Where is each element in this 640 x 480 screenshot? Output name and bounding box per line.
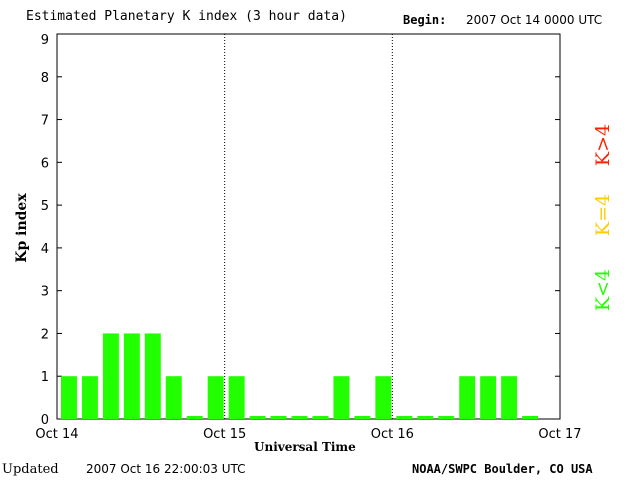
y-tick-label: 1 <box>41 370 49 385</box>
kp-bar <box>333 376 350 419</box>
x-axis-label: Universal Time <box>254 440 356 454</box>
updated-value: 2007 Oct 16 22:00:03 UTC <box>86 462 246 476</box>
kp-bar <box>249 416 266 419</box>
kp-bar <box>81 376 98 419</box>
kp-bar <box>522 416 539 419</box>
updated-label: Updated <box>2 462 59 477</box>
kp-bar <box>144 333 161 419</box>
kp-bar <box>459 376 476 419</box>
chart-title: Estimated Planetary K index (3 hour data… <box>26 9 347 24</box>
x-tick-label: Oct 16 <box>371 427 414 442</box>
begin-label: Begin: <box>403 13 447 27</box>
kp-bar <box>438 416 455 419</box>
y-tick-label: 9 <box>41 33 49 48</box>
credit-text: NOAA/SWPC Boulder, CO USA <box>412 462 593 476</box>
y-tick-label: 4 <box>41 242 49 257</box>
y-tick-label: 7 <box>41 114 49 129</box>
kp-bar <box>480 376 497 419</box>
kp-bar <box>312 416 329 419</box>
legend-k-greater-than-4: K>4 <box>592 123 614 167</box>
kp-bar <box>186 416 203 419</box>
kp-bar <box>291 416 308 419</box>
kp-bar <box>417 416 434 419</box>
plot-area: 0 1 2 3 4 5 6 7 8 9 Oct 14 Oct 15 Oct 16 Oct 17 <box>35 33 581 442</box>
kp-bar <box>270 416 287 419</box>
y-tick-label: 0 <box>41 413 49 428</box>
y-tick-label: 2 <box>41 327 49 342</box>
kp-bar <box>165 376 182 419</box>
kp-bar <box>102 333 119 419</box>
kp-bar <box>123 333 140 419</box>
kp-bar <box>501 376 518 419</box>
kp-bar <box>228 376 245 419</box>
y-tick-label: 3 <box>41 285 49 300</box>
begin-value: 2007 Oct 14 0000 UTC <box>466 13 603 27</box>
kp-bar <box>375 376 392 419</box>
kp-bar <box>396 416 413 419</box>
legend-k-equals-4: K=4 <box>592 193 614 237</box>
x-tick-label: Oct 15 <box>203 427 246 442</box>
y-tick-label: 6 <box>41 156 49 171</box>
kp-bar <box>207 376 224 419</box>
plot-frame <box>56 33 561 420</box>
y-tick-label: 5 <box>41 199 49 214</box>
y-tick-label: 8 <box>41 71 49 86</box>
legend-k-less-than-4: K<4 <box>592 268 614 312</box>
x-tick-label: Oct 14 <box>35 427 78 442</box>
kp-bar <box>354 416 371 419</box>
x-tick-label: Oct 17 <box>538 427 581 442</box>
y-axis-label: Kp index <box>14 193 30 263</box>
kp-bar <box>61 376 77 419</box>
